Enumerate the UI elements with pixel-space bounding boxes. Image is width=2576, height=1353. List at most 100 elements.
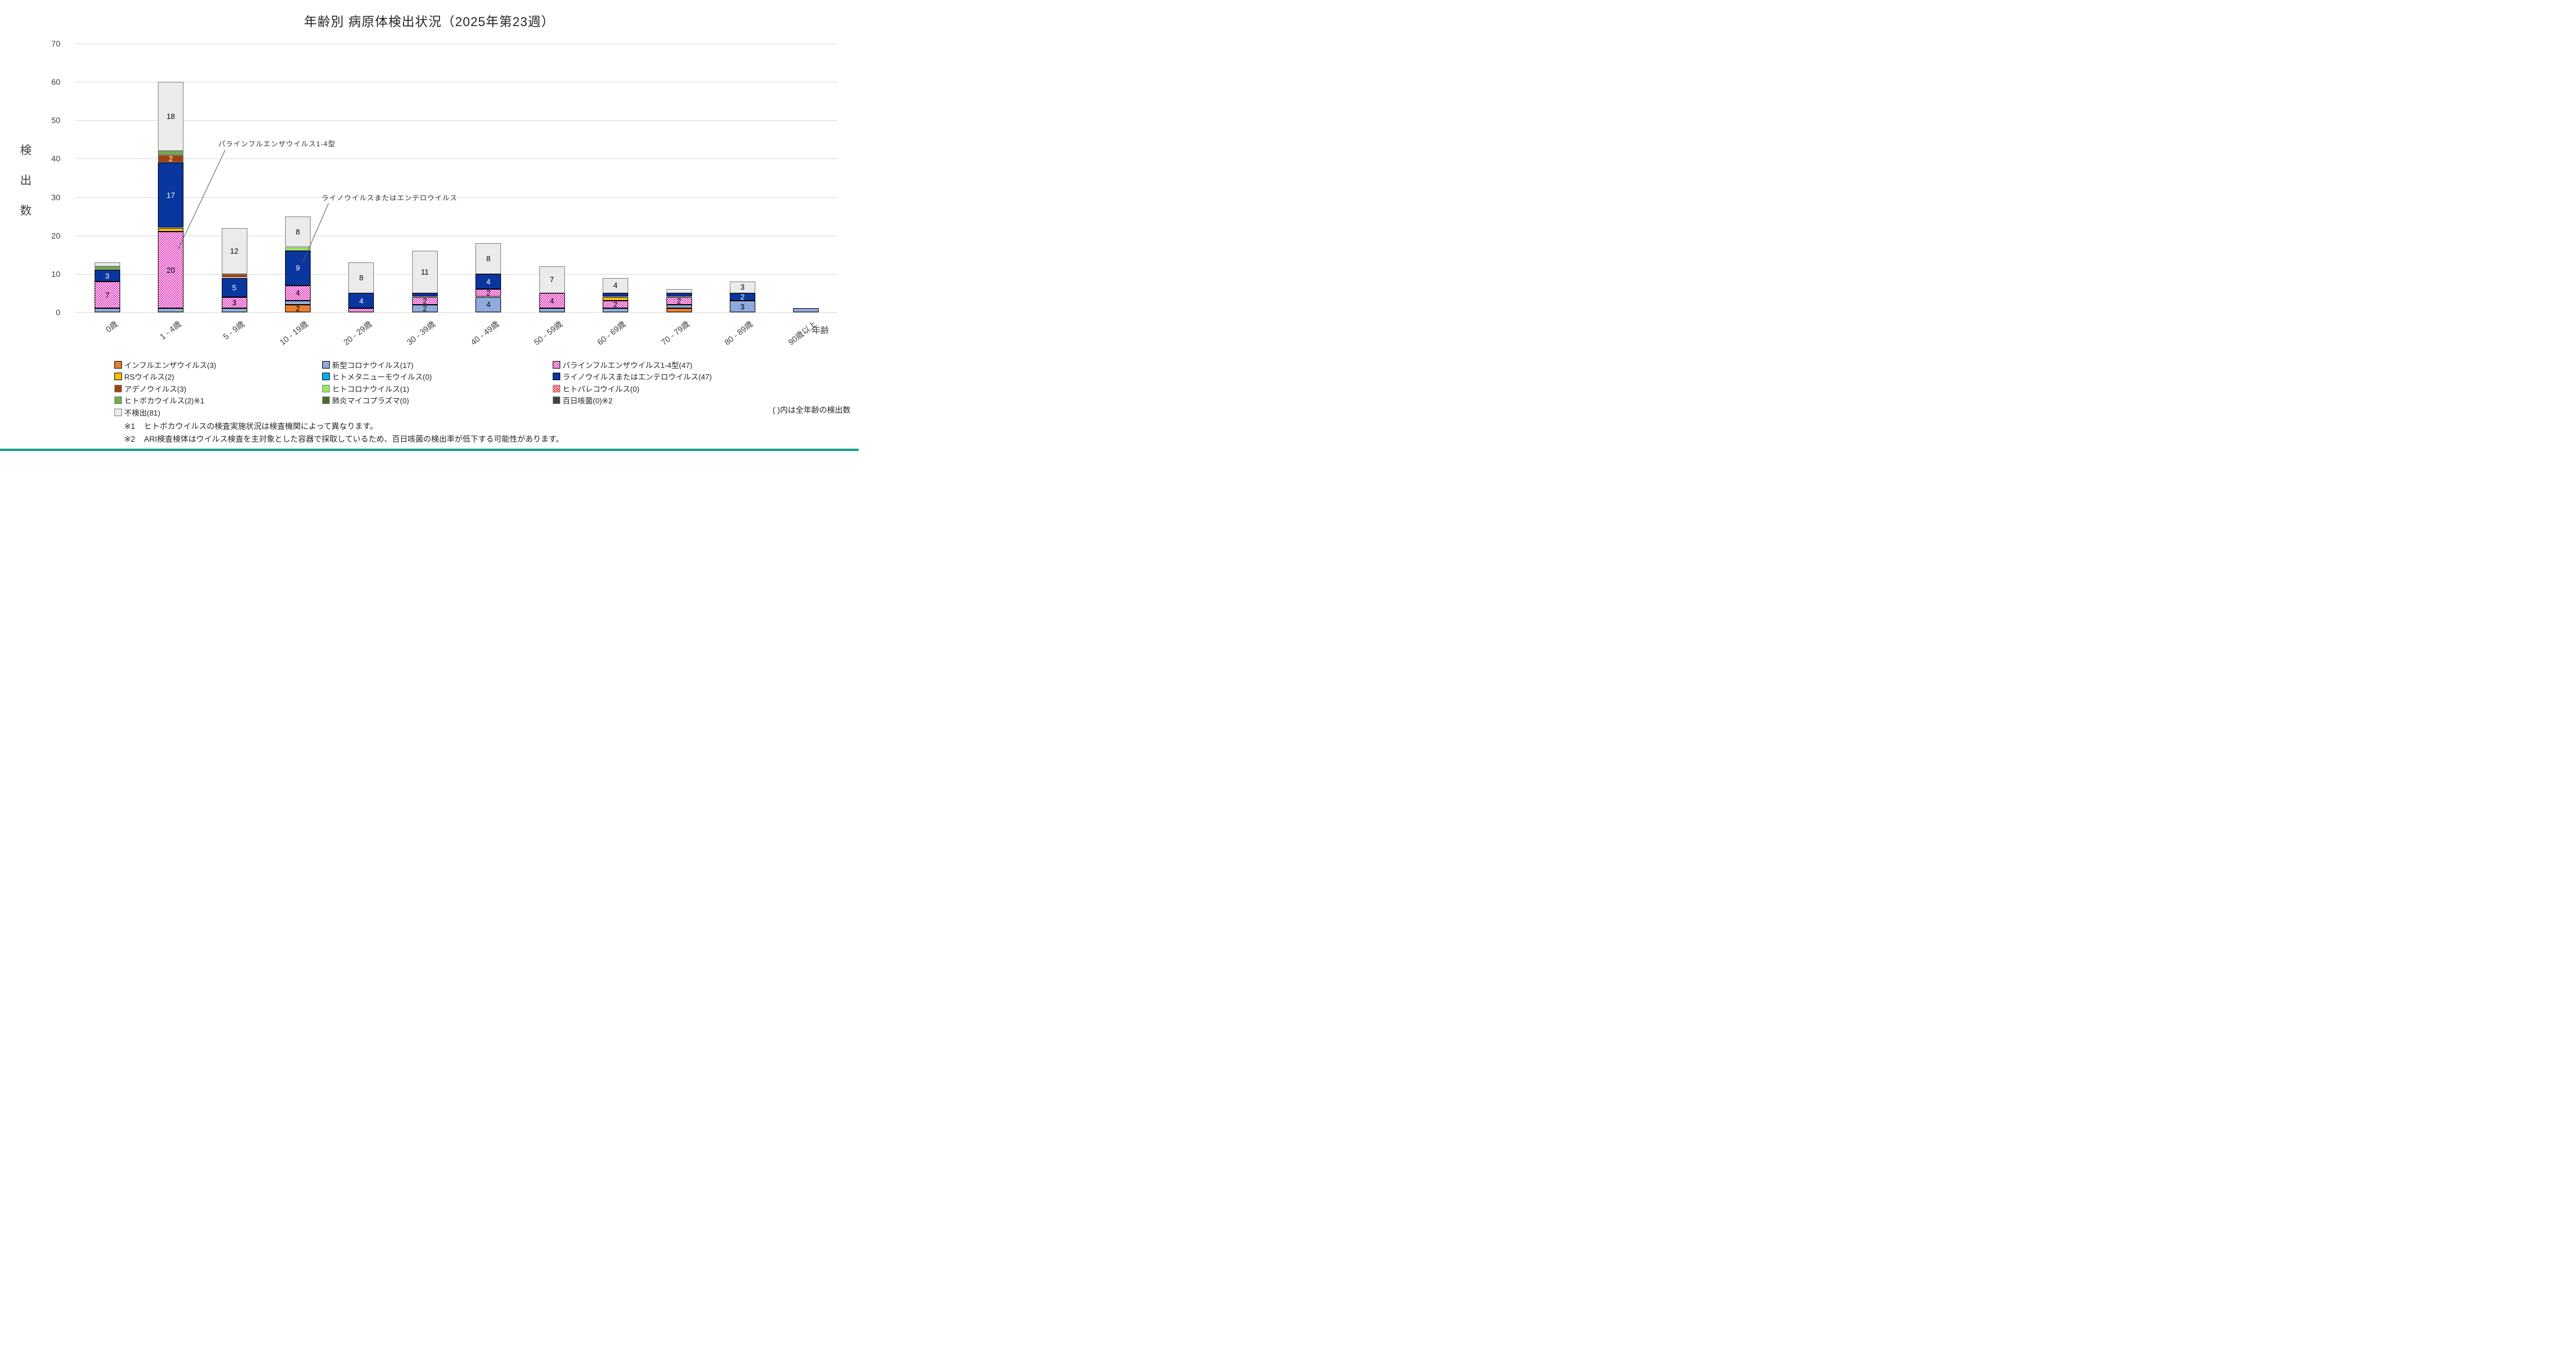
legend-swatch [114,384,122,392]
bar-segment: 8 [348,262,374,293]
bar-segment [285,247,311,251]
legend-item: ヒトパレコウイルス(0) [553,384,639,394]
bar-segment [285,301,311,305]
legend-swatch [114,408,122,416]
bar-segment-value: 3 [105,271,110,280]
footnote-1-mark: ※1 [124,422,135,431]
legend-item: ライノウイルスまたはエンテロウイルス(47) [553,371,712,381]
bar-segment: 3 [729,301,755,312]
bar-segment: 4 [285,285,311,301]
bar-segment-value: 7 [105,290,110,300]
bar-segment [94,266,120,270]
bar-segment: 2 [475,288,502,298]
footnote-2-mark: ※2 [124,435,135,443]
bar-segment-value: 8 [296,227,300,236]
bar-segment: 4 [475,273,502,290]
legend-swatch [322,373,330,381]
x-axis-label: 20 - 29歳 [341,319,374,347]
x-axis-label: 60 - 69歳 [595,319,628,347]
bar-segment: 8 [475,243,502,274]
legend-label: ヒトコロナウイルス(1) [332,384,409,394]
y-tick-label-70: 70 [51,39,60,48]
bar-segment: 3 [729,282,755,293]
bar-segment: 2 [729,293,755,301]
legend-item: ヒトコロナウイルス(1) [322,384,409,394]
legend-item: インフルエンザウイルス(3) [114,360,217,370]
bar-segment-value: 8 [359,273,363,282]
legend-item: アデノウイルス(3) [114,384,186,394]
legend-label: 百日咳菌(0)※2 [563,396,613,406]
bar-segment: 4 [603,277,628,293]
x-axis-label: 1 - 4歳 [158,319,183,342]
bar-segment: 11 [412,251,438,293]
bar-segment-value: 4 [486,277,491,286]
bar-segment [666,304,692,309]
footnote-1: ※1 ヒトボカウイルスの検査実施状況は検査機関によって異なります。 [124,420,378,431]
bar-segment [412,293,438,297]
leader-line-parainfluenza [178,149,226,250]
legend-label: ライノウイルスまたはエンテロウイルス(47) [563,373,712,382]
bar-segment: 7 [94,282,120,309]
bar-segment-value: 3 [740,283,745,292]
x-axis-label: 10 - 19歳 [278,319,311,347]
bar-segment-value: 2 [423,296,427,305]
bar-segment [793,308,819,312]
bar-segment [666,293,692,297]
bar-segment-value: 2 [486,288,491,298]
bar-segment: 2 [603,300,628,309]
y-tick-label-60: 60 [51,77,60,87]
bar-segment: 4 [539,293,565,309]
bar-segment-value: 2 [168,154,173,163]
bar-segment [94,308,120,312]
legend-label: 不検出(81) [124,408,161,417]
bar-segment [221,308,247,312]
bar-segment: 20 [158,232,184,309]
bar-segment: 4 [348,293,374,309]
legend-label: 肺炎マイコプラズマ(0) [332,396,409,406]
legend-label: ヒトメタニューモウイルス(0) [332,373,432,382]
bar-segment: 9 [285,251,311,286]
legend-item: 百日咳菌(0)※2 [553,395,613,405]
x-axis-label: 0歳 [103,319,120,334]
bar-segment-value: 2 [423,304,427,313]
bar-segment: 2 [412,304,438,313]
legend-swatch [553,384,560,392]
footnote-2-text: ARI検査検体はウイルス検査を主対象とした容器で採取しているため、百日咳菌の検出… [144,435,564,443]
gridline-0 [75,312,838,313]
y-tick-label-20: 20 [51,230,60,240]
bar-segment: 7 [539,266,565,293]
bar-segment: 17 [158,163,184,228]
bar-segment: 5 [221,277,247,297]
bar-segment-value: 7 [549,275,554,284]
gridline-40 [75,158,838,160]
bar-segment: 8 [285,216,311,247]
legend-label: ヒトパレコウイルス(0) [563,384,640,394]
bar-segment [603,293,628,297]
legend-item: ヒトボカウイルス(2)※1 [114,395,204,405]
legend-swatch [322,361,330,369]
legend-swatch [553,361,560,369]
bar-segment-value: 9 [296,264,300,273]
bar-segment-value: 2 [613,300,618,309]
legend-label: パラインフルエンザウイルス1-4型(47) [563,361,693,370]
bar-segment-value: 12 [230,246,239,255]
legend-label: インフルエンザウイルス(3) [124,361,217,370]
y-axis-title: 検出数 [18,144,31,234]
y-tick-label-30: 30 [51,192,60,202]
legend-label: ヒトボカウイルス(2)※1 [124,396,205,406]
bar-segment: 2 [285,304,311,312]
y-tick-label-0: 0 [56,308,60,317]
bar-segment [666,289,692,293]
legend-item: RSウイルス(2) [114,371,174,381]
legend-swatch [322,384,330,392]
x-axis-label: 70 - 79歳 [659,319,691,347]
bottom-accent-strip [0,449,859,451]
legend-swatch [114,373,122,381]
legend-item: パラインフルエンザウイルス1-4型(47) [553,360,693,370]
legend-item: 新型コロナウイルス(17) [322,360,413,370]
bar-segment [221,273,247,278]
x-axis-label: 80 - 89歳 [722,319,755,347]
y-tick-label-10: 10 [51,269,60,279]
legend-label: 新型コロナウイルス(17) [332,361,414,370]
legend-swatch [114,396,122,405]
